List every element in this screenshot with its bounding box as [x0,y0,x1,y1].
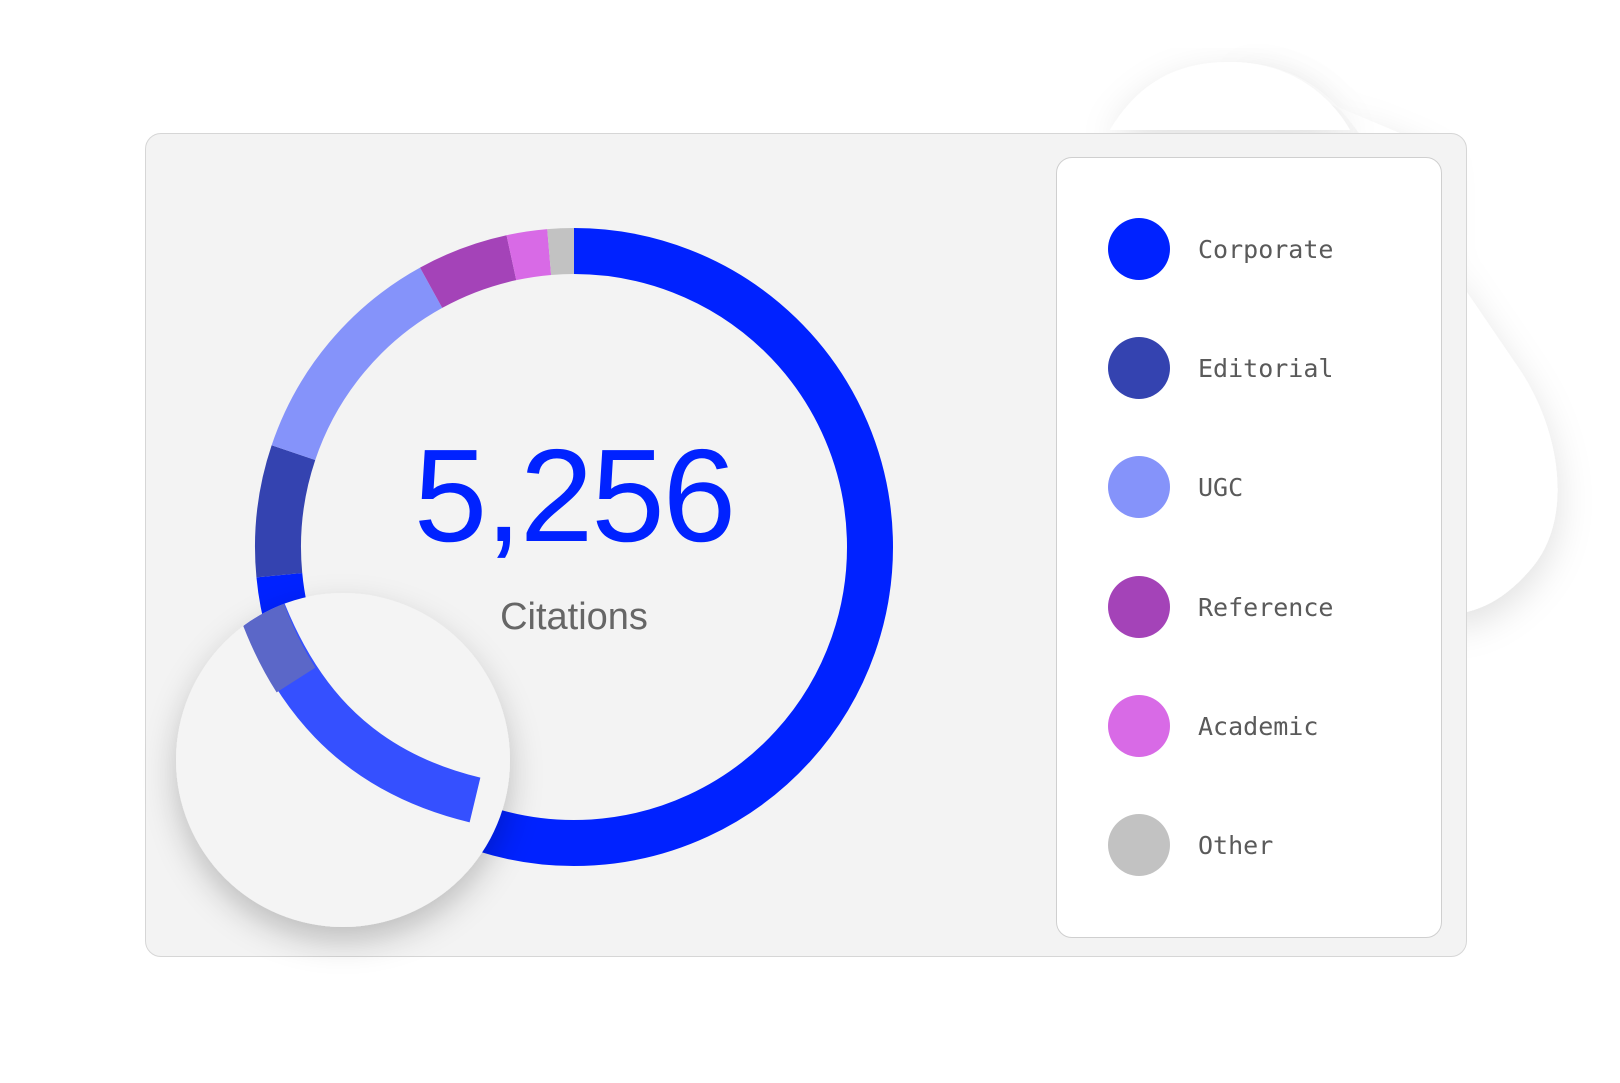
legend-swatch [1108,456,1170,518]
legend-item-academic: Academic [1108,695,1318,757]
legend-panel: Corporate Editorial UGC Reference Academ… [1056,157,1442,938]
legend-label: Corporate [1198,234,1334,264]
legend-label: UGC [1198,472,1244,502]
legend-swatch [1108,695,1170,757]
legend-label: Academic [1198,711,1319,741]
legend-swatch [1108,814,1170,876]
legend-item-reference: Reference [1108,576,1333,638]
legend-item-ugc: UGC [1108,456,1243,518]
legend-label: Other [1198,830,1274,860]
legend-label: Reference [1198,592,1334,622]
total-citations-value: 5,256 [413,422,736,569]
legend-swatch [1108,218,1170,280]
legend-swatch [1108,576,1170,638]
legend-swatch [1108,337,1170,399]
legend-item-editorial: Editorial [1108,337,1333,399]
legend-label: Editorial [1198,353,1334,383]
legend-item-corporate: Corporate [1108,218,1333,280]
total-citations-label: Citations [500,596,648,638]
legend-item-other: Other [1108,814,1273,876]
